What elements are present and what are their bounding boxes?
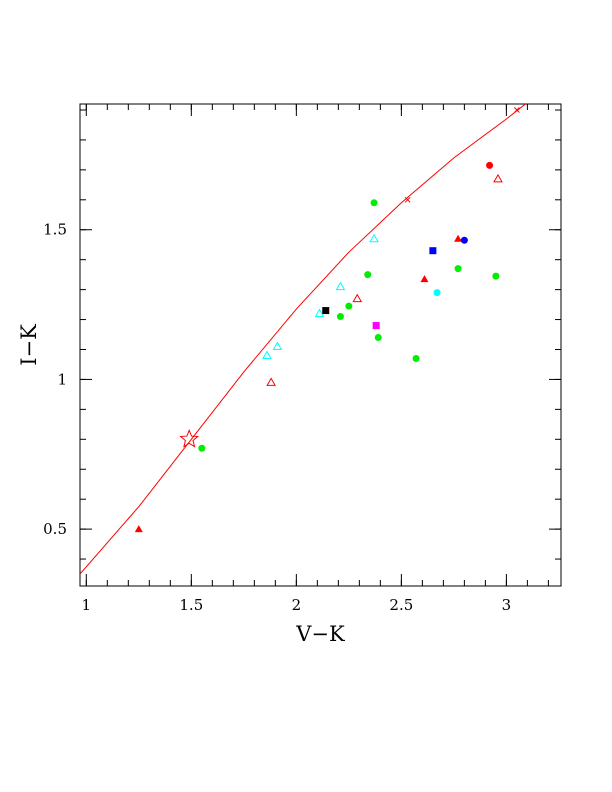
data-point-square [372, 322, 380, 330]
data-point-triangle-filled [454, 234, 463, 242]
x-tick-label: 2.5 [389, 596, 413, 614]
data-point-triangle-filled [420, 275, 429, 283]
data-point-triangle-filled [134, 525, 143, 533]
data-point-circle [454, 265, 462, 273]
data-point-triangle-open [335, 281, 346, 291]
x-tick-label: 1 [82, 596, 92, 614]
reference-star-marker [179, 428, 200, 448]
curve-x-marker [404, 196, 411, 203]
x-axis-label: V−K [295, 622, 345, 646]
data-point-circle [486, 161, 494, 169]
model-curve-line [80, 104, 527, 575]
data-point-circle [364, 271, 372, 279]
data-point-triangle-open [352, 293, 363, 303]
y-tick-label: 0.5 [43, 520, 67, 538]
y-tick-label: 1 [57, 370, 67, 388]
plot-area-frame [79, 103, 562, 587]
tick-labels-layer: 1 1.5 2 2.5 3 0.5 1 1.5 [43, 221, 511, 614]
data-point-square [322, 307, 330, 315]
data-point-circle [412, 354, 420, 362]
data-point-circle [345, 302, 353, 310]
data-point-triangle-open [493, 173, 503, 183]
data-point-circle [433, 289, 441, 297]
data-point-square [429, 247, 437, 255]
data-point-circle [492, 272, 500, 280]
data-point-triangle-open [314, 308, 325, 318]
axis-ticks [80, 104, 561, 586]
data-point-triangle-open [262, 350, 272, 359]
y-axis-label: I−K [17, 324, 41, 366]
data-point-circle [374, 334, 382, 342]
x-tick-label: 1.5 [179, 596, 203, 614]
x-tick-label: 2 [292, 596, 302, 614]
data-point-triangle-open [266, 377, 277, 386]
data-point-triangle-open [272, 341, 283, 350]
data-points-layer [134, 161, 503, 533]
data-point-circle [460, 236, 468, 244]
data-point-triangle-open [369, 233, 379, 243]
data-point-circle [370, 199, 378, 207]
curve-x-marker [514, 107, 520, 113]
x-tick-label: 3 [502, 596, 512, 614]
y-tick-label: 1.5 [43, 221, 67, 239]
model-curve-layer [80, 104, 527, 575]
data-point-circle [336, 313, 344, 321]
data-point-circle [198, 444, 206, 452]
